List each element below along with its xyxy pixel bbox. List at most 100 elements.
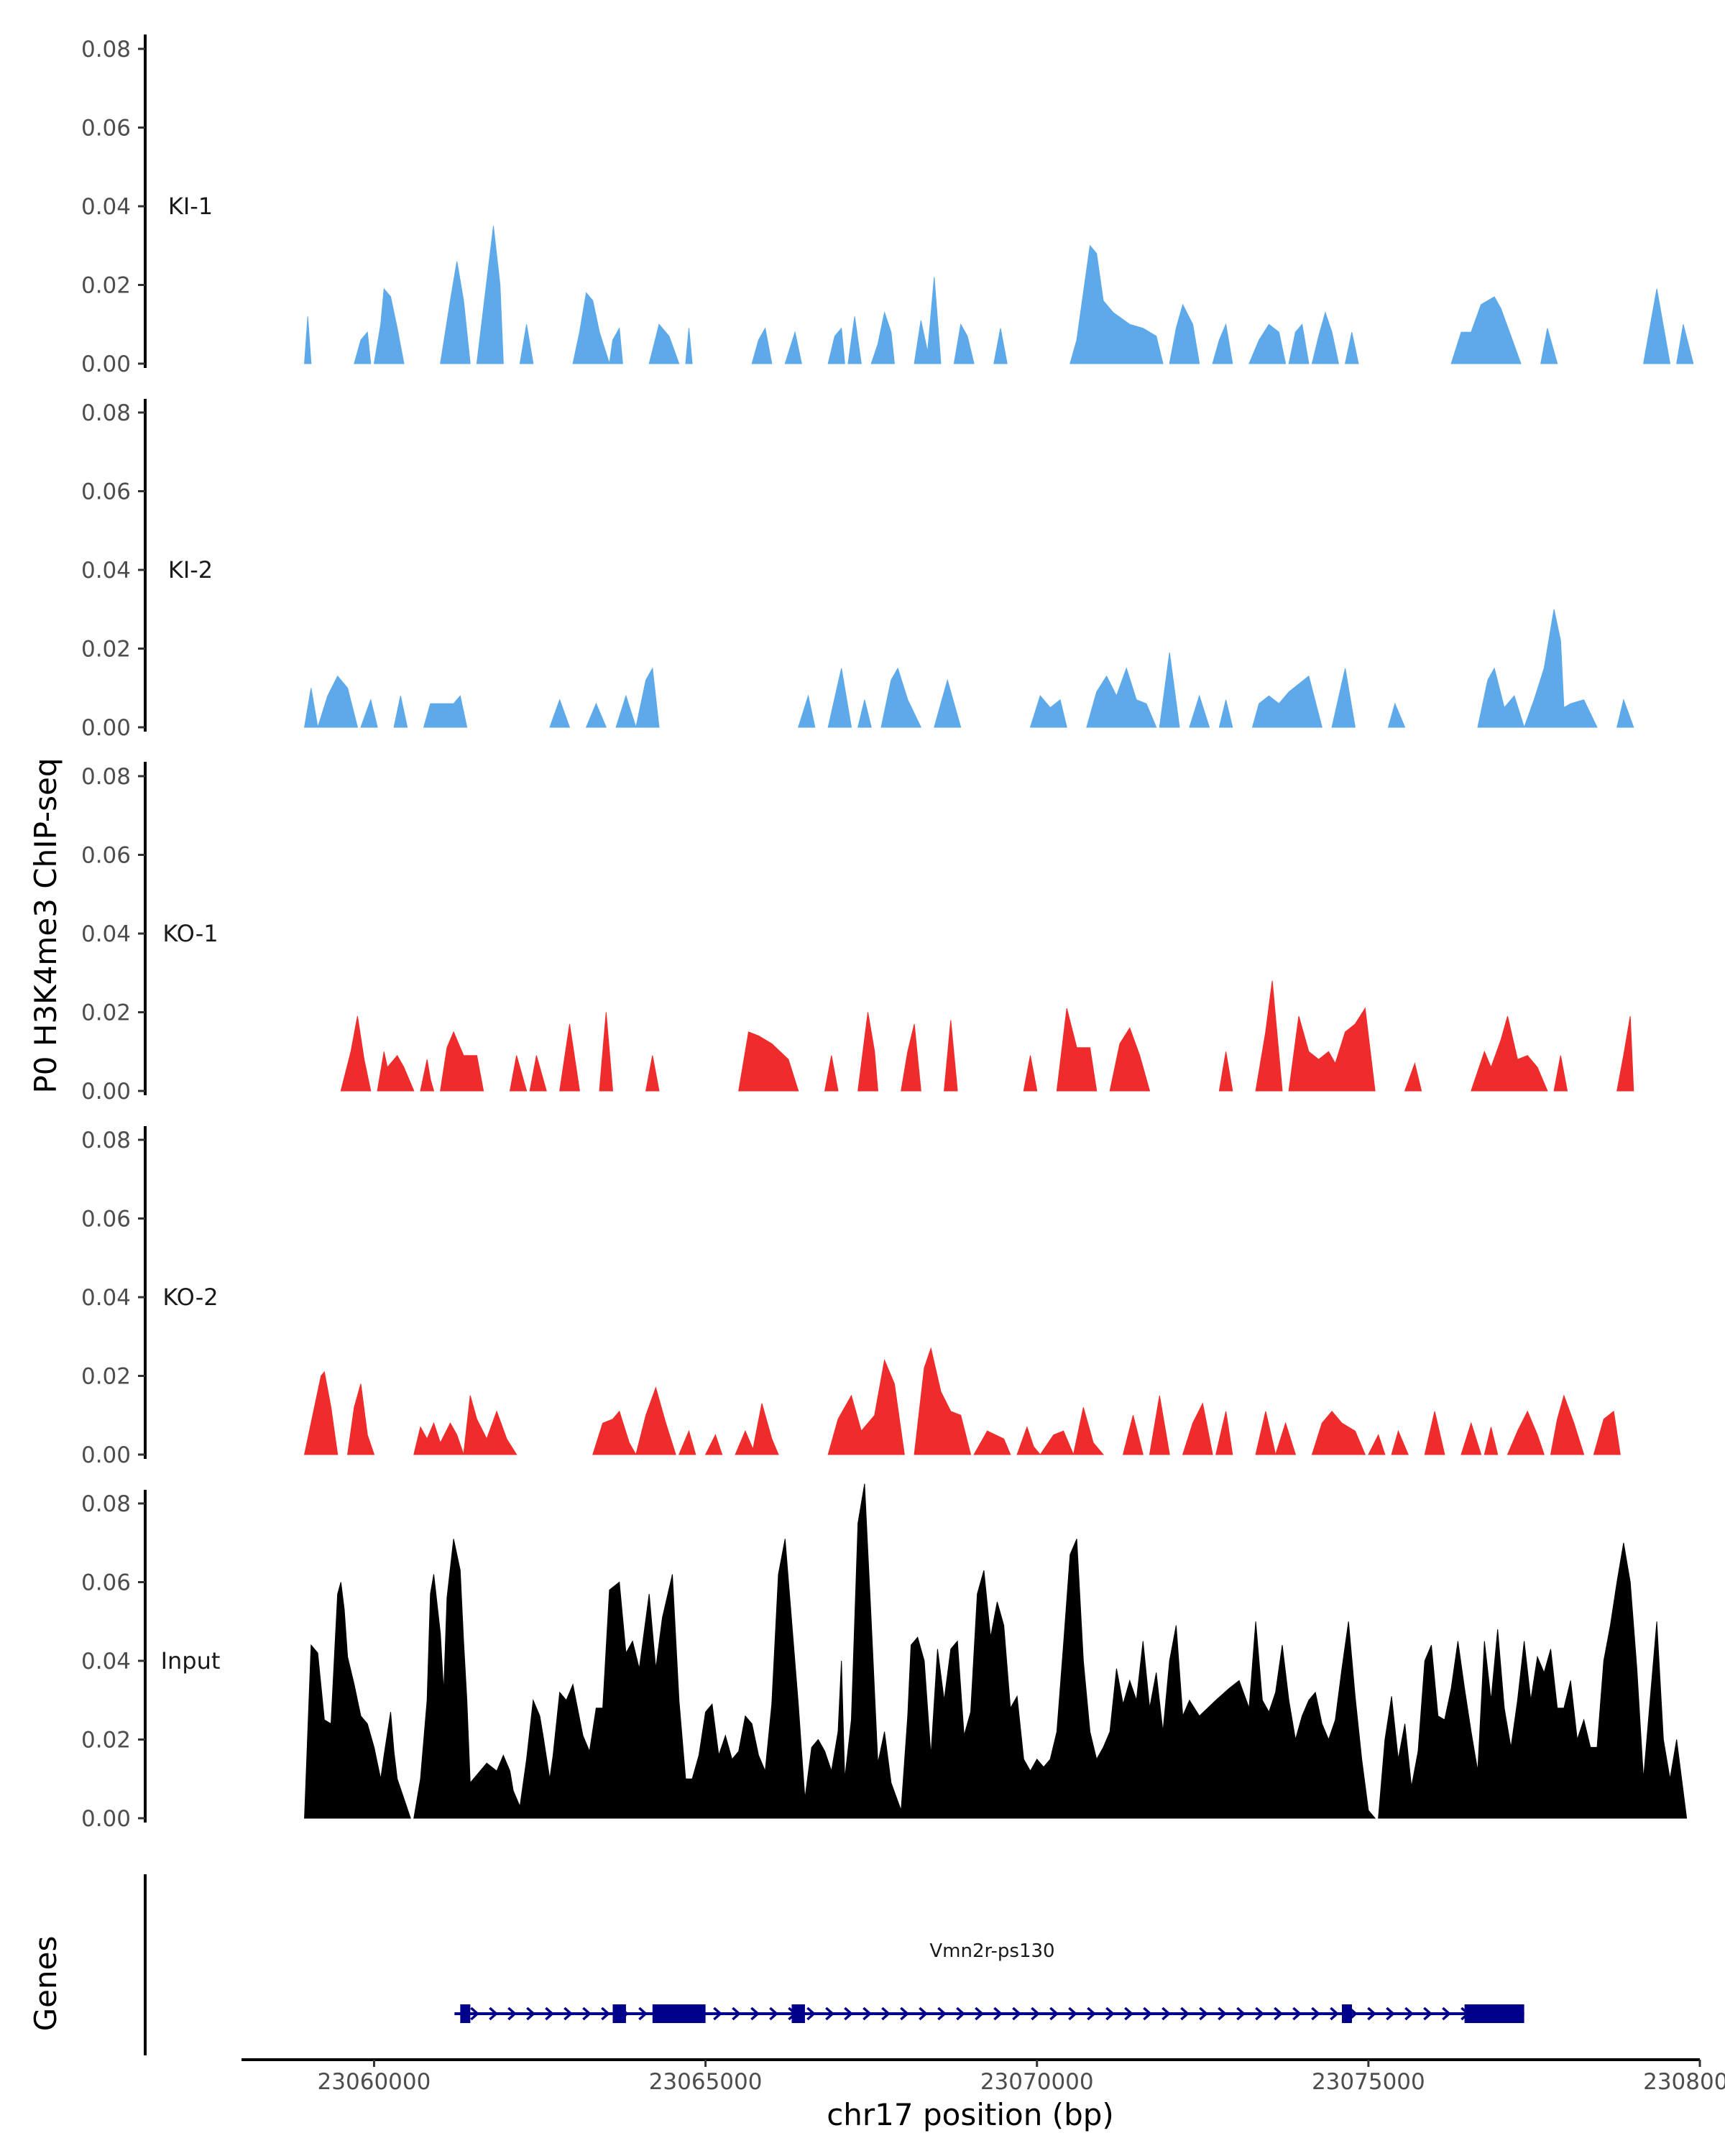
signal-area [1072, 1407, 1105, 1455]
y-tick-label: 0.02 [81, 273, 131, 299]
strand-arrow [750, 2007, 760, 2021]
signal-area [944, 1020, 958, 1092]
signal-area [463, 1395, 518, 1455]
signal-area [1255, 1411, 1276, 1455]
gene-track: Vmn2r-ps130 [144, 1874, 1524, 2055]
signal-area [1550, 1394, 1585, 1455]
signal-area [704, 1434, 723, 1455]
strand-arrow [1087, 2007, 1096, 2021]
signal-area [1212, 323, 1233, 364]
signal-area [685, 328, 693, 364]
signal-area [559, 1023, 580, 1092]
signal-area [857, 1012, 878, 1092]
signal-area [645, 1055, 660, 1092]
y-tick-label: 0.04 [81, 1649, 131, 1674]
signal-area [304, 316, 312, 364]
signal-area [1288, 323, 1310, 364]
signal-area [347, 1383, 375, 1455]
signal-area [1391, 1429, 1409, 1455]
signal-area [1149, 1395, 1170, 1455]
strand-arrow [526, 2007, 535, 2021]
signal-area [824, 1055, 839, 1092]
track-ki-2: 0.00 0.02 0.04 0.06 0.08 KI-2 [81, 399, 1634, 741]
strand-arrow [919, 2007, 928, 2021]
signal-area [1616, 698, 1634, 728]
y-tick-label: 0.04 [81, 194, 131, 220]
strand-arrow [1236, 2007, 1246, 2021]
signal-area [413, 1422, 464, 1455]
signal-area [880, 667, 922, 728]
strand-arrow [507, 2007, 517, 2021]
track-ko-1: 0.00 0.02 0.04 0.06 0.08 KO-1 [81, 762, 1634, 1105]
x-tick-label: 23075000 [1312, 2069, 1425, 2095]
strand-arrow [881, 2007, 891, 2021]
strand-arrow [732, 2007, 741, 2021]
signal-area [1616, 1015, 1634, 1092]
signal-area [1387, 702, 1406, 728]
signal-area [572, 292, 623, 364]
signal-area [393, 696, 408, 728]
signal-area [1122, 1415, 1144, 1455]
strand-arrow [825, 2007, 834, 2021]
signal-area [1182, 1402, 1213, 1455]
signal-area [413, 1483, 1376, 1819]
gene-exon [652, 2004, 706, 2023]
strand-arrow [638, 2007, 648, 2021]
strand-arrow [1180, 2007, 1190, 2021]
signal-area [1218, 1051, 1233, 1092]
signal-area [635, 667, 660, 728]
strand-arrow [1031, 2007, 1040, 2021]
signal-area [1255, 980, 1283, 1092]
x-tick-label: 23060000 [318, 2069, 431, 2095]
signal-area [1553, 1055, 1568, 1092]
signal-area [1540, 328, 1558, 364]
signal-area [1378, 1542, 1688, 1819]
signal-area [1593, 1410, 1621, 1455]
signal-area [1016, 1426, 1041, 1455]
y-tick-label: 0.02 [81, 1364, 131, 1390]
strand-arrow [1311, 2007, 1320, 2021]
gene-model: Vmn2r-ps130 [454, 1940, 1524, 2023]
strand-arrow [900, 2007, 909, 2021]
signal-area [440, 1031, 484, 1092]
signal-area [827, 1358, 905, 1455]
signal-area [1251, 675, 1322, 728]
gene-exon [460, 2004, 471, 2023]
y-tick-label: 0.06 [81, 479, 131, 505]
strand-arrow [1423, 2007, 1432, 2021]
signal-area [751, 327, 773, 364]
signal-area [1056, 1008, 1098, 1092]
signal-area [993, 328, 1008, 364]
y-tick-label: 0.00 [81, 1442, 131, 1468]
track-label: KO-1 [162, 920, 218, 947]
strand-arrow [937, 2007, 947, 2021]
x-axis: 23060000 23065000 23070000 23075000 23080000 [242, 2058, 1725, 2095]
signal-area [1248, 323, 1287, 364]
strand-arrow [1124, 2007, 1133, 2021]
track-ki-1: 0.00 0.02 0.04 0.06 0.08 KI-1 [81, 34, 1694, 377]
y-tick-label: 0.04 [81, 921, 131, 947]
y-tick-label: 0.08 [81, 1491, 131, 1517]
strand-arrow [1255, 2007, 1264, 2021]
signal-area [340, 1015, 372, 1092]
strand-arrow [956, 2007, 965, 2021]
y-tick-label: 0.08 [81, 400, 131, 426]
signal-area [529, 1055, 547, 1092]
gene-exon [1341, 2004, 1352, 2023]
y-axis-title: P0 H3K4me3 ChIP-seq [28, 757, 63, 1093]
strand-arrow [1049, 2007, 1059, 2021]
strand-arrow [489, 2007, 498, 2021]
signal-area [1424, 1411, 1445, 1455]
y-tick-label: 0.08 [81, 1128, 131, 1153]
strand-arrow [862, 2007, 872, 2021]
signal-area [1189, 694, 1210, 728]
signal-area [420, 1059, 435, 1092]
signal-area [476, 226, 504, 364]
signal-area [914, 277, 942, 364]
signal-area [1070, 244, 1164, 364]
signal-area [870, 310, 895, 364]
signal-area [1523, 609, 1598, 728]
signal-area [1484, 1427, 1499, 1455]
signal-area [303, 1370, 339, 1455]
y-tick-label: 0.08 [81, 764, 131, 790]
